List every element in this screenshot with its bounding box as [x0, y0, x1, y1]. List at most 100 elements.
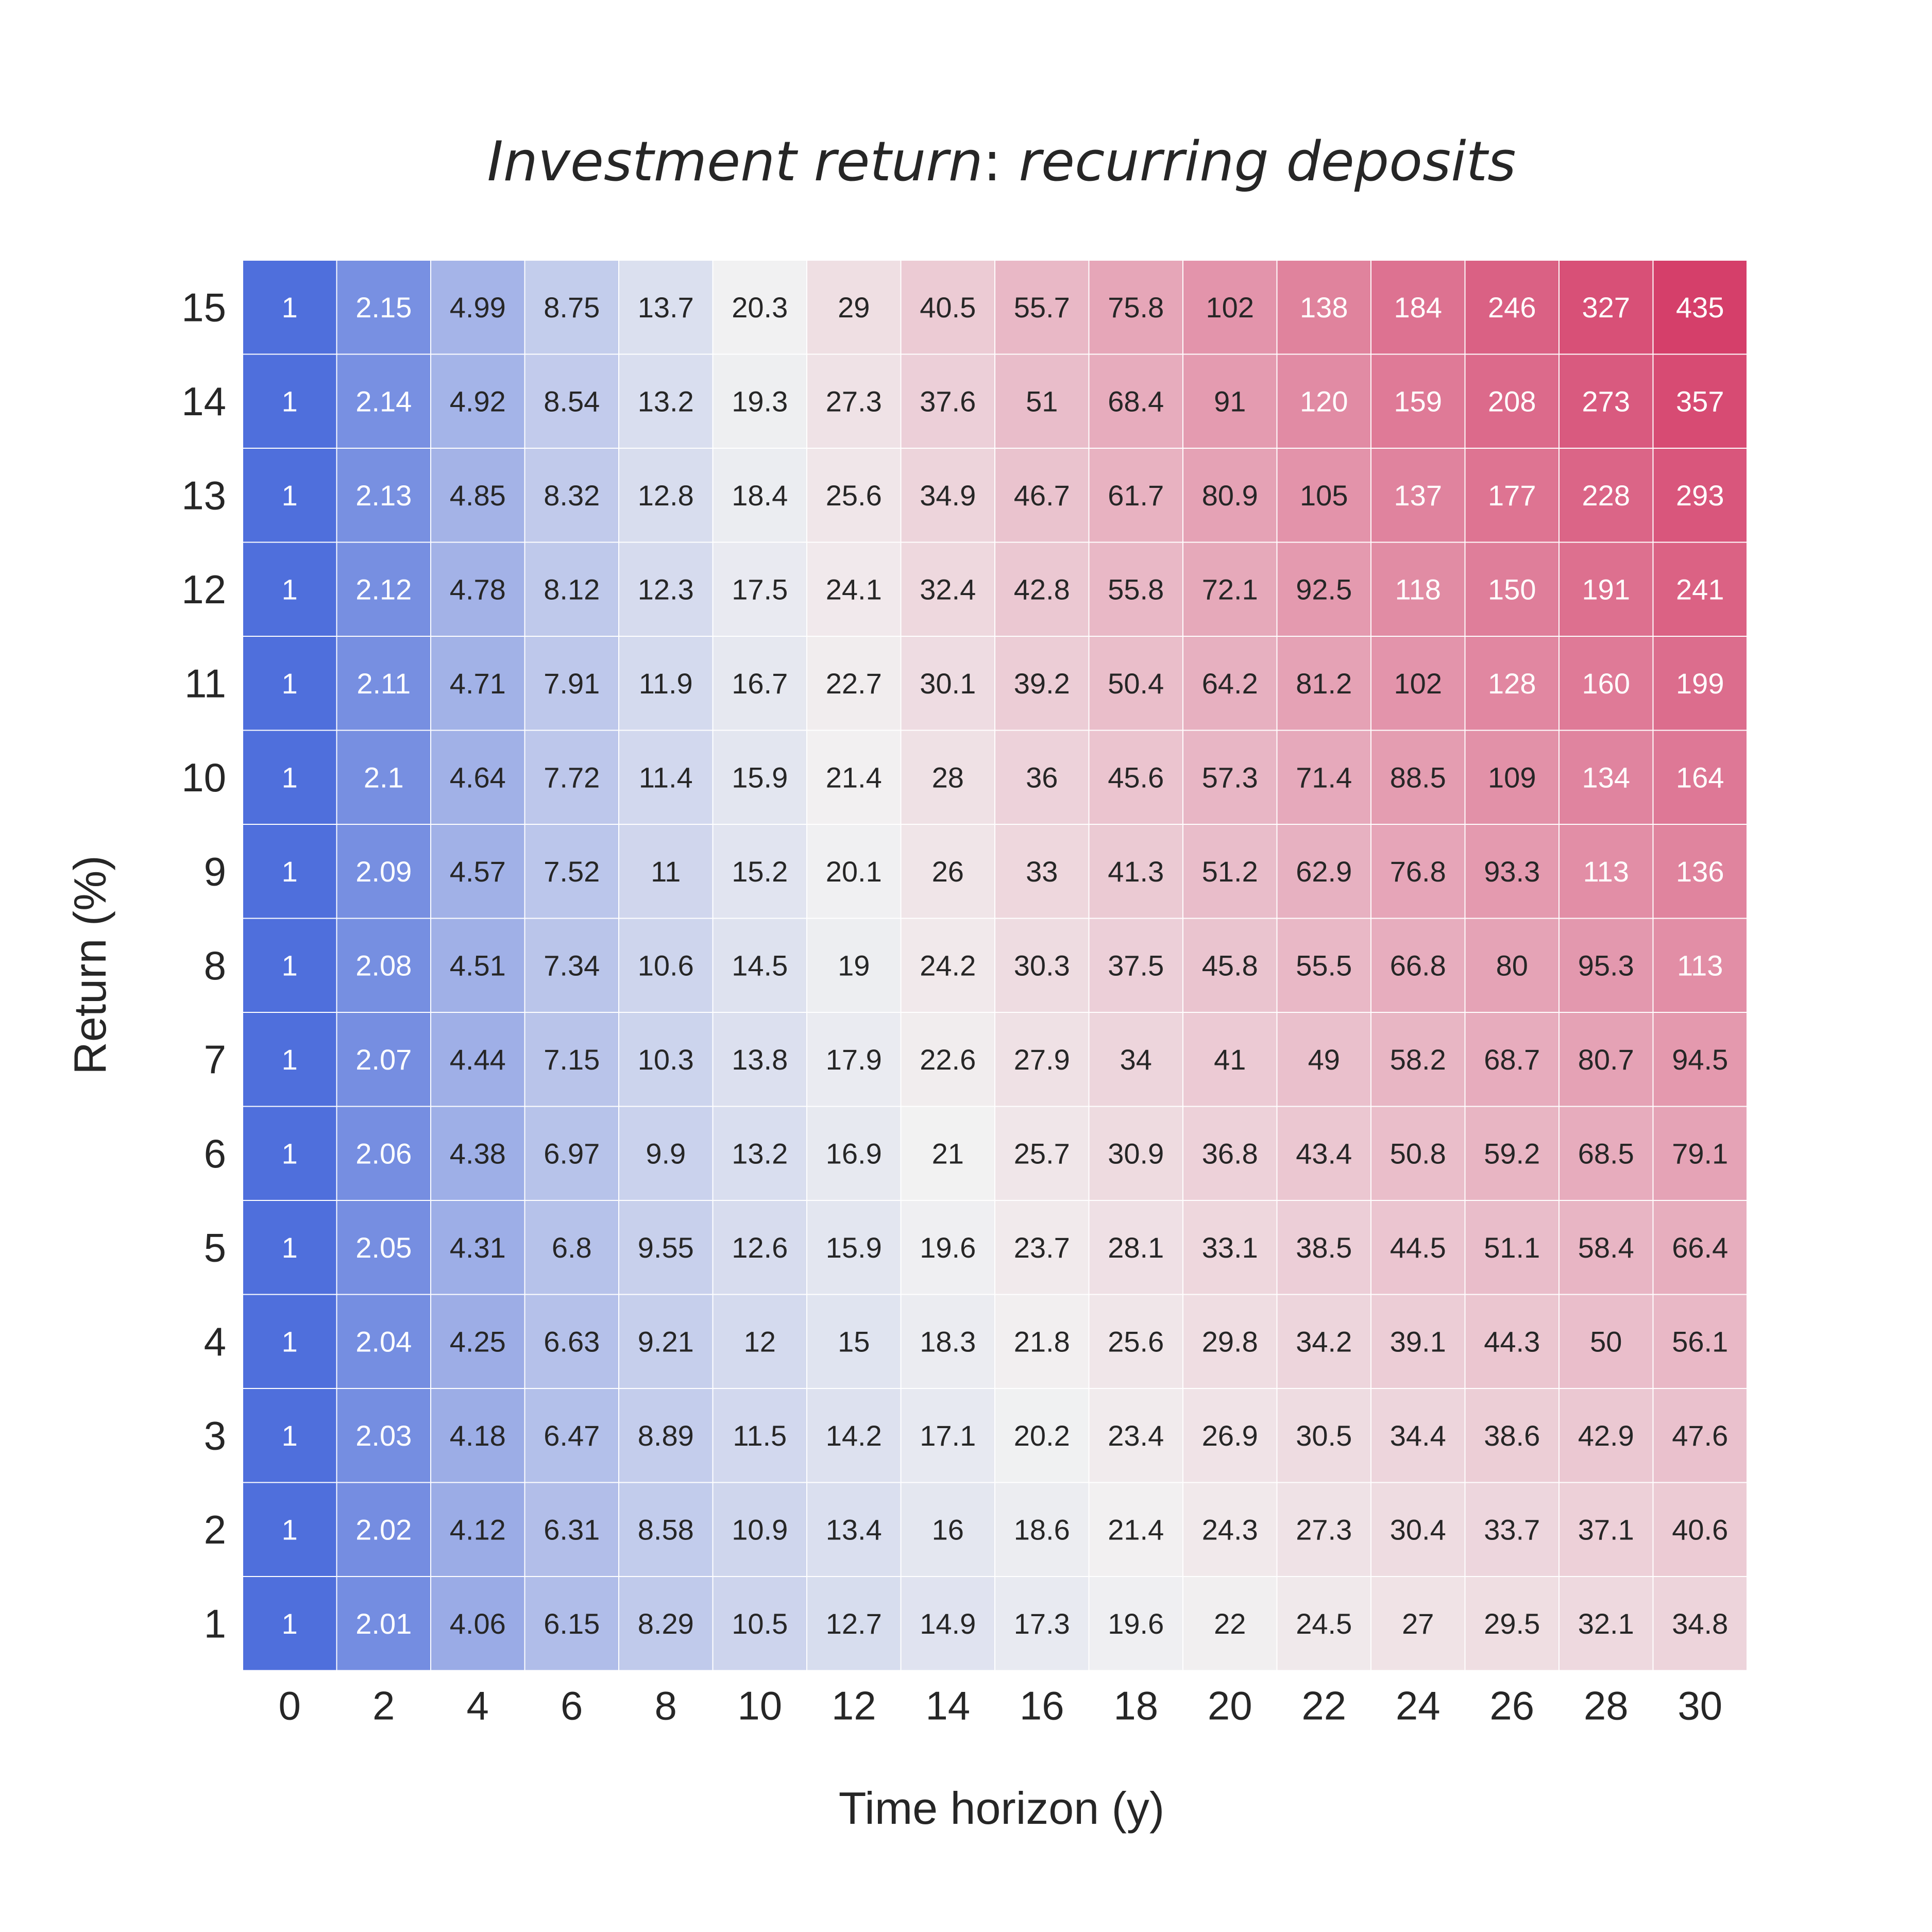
heatmap-cell-value: 42.8 — [1014, 573, 1070, 605]
heatmap-cell — [336, 353, 431, 449]
heatmap-cell-value: 25.6 — [826, 479, 882, 512]
heatmap-cell — [1088, 260, 1183, 355]
heatmap-cell — [712, 541, 807, 637]
heatmap-cell-value: 1 — [282, 291, 298, 324]
heatmap-cell — [1182, 824, 1278, 919]
heatmap-cell-value: 208 — [1488, 385, 1536, 417]
y-tick-label: 10 — [181, 755, 226, 800]
heatmap-cell-value: 21.4 — [826, 761, 882, 793]
heatmap-cell-value: 6.8 — [552, 1231, 592, 1264]
heatmap-cell — [242, 1388, 337, 1483]
heatmap-cell — [336, 541, 431, 637]
heatmap-cell — [242, 918, 337, 1013]
heatmap-cell-value: 9.55 — [638, 1231, 694, 1264]
heatmap-cell — [1652, 1388, 1748, 1483]
heatmap-cell — [430, 1106, 526, 1201]
heatmap-cell-value: 10.3 — [638, 1043, 694, 1076]
heatmap-cell-value: 2.06 — [355, 1137, 412, 1170]
heatmap-cell — [712, 448, 807, 543]
x-tick-label: 14 — [925, 1683, 970, 1728]
heatmap-cell — [1558, 260, 1654, 355]
heatmap-cell-value: 58.2 — [1390, 1043, 1446, 1076]
heatmap-cell-value: 42.9 — [1578, 1419, 1634, 1452]
y-tick-label: 8 — [204, 943, 226, 988]
heatmap-cell-value: 16.7 — [732, 667, 788, 700]
heatmap-cell — [618, 1576, 714, 1671]
heatmap-cell-value: 23.4 — [1108, 1419, 1164, 1452]
heatmap-cell — [900, 1482, 995, 1577]
heatmap-cell-value: 40.6 — [1672, 1513, 1728, 1546]
heatmap-cell — [1370, 1106, 1466, 1201]
heatmap-cell-value: 56.1 — [1672, 1325, 1728, 1358]
heatmap-cell — [524, 1482, 619, 1577]
heatmap-cell-value: 12.7 — [826, 1607, 882, 1640]
heatmap-cell — [712, 824, 807, 919]
heatmap-cell-value: 12.8 — [638, 479, 694, 512]
heatmap-cell-value: 15.9 — [826, 1231, 882, 1264]
heatmap-cell — [430, 448, 526, 543]
chart-title: Investment return: recurring deposits — [487, 130, 1516, 193]
heatmap-cells — [242, 260, 1748, 1671]
heatmap-cell — [900, 1576, 995, 1671]
heatmap-cell-value: 25.7 — [1014, 1137, 1070, 1170]
heatmap-cell — [524, 1012, 619, 1107]
heatmap-cell — [806, 353, 902, 449]
heatmap-cell — [1088, 1576, 1183, 1671]
heatmap-cell — [1182, 541, 1278, 637]
heatmap-cell-value: 4.57 — [450, 855, 506, 888]
heatmap-cell-value: 27.9 — [1014, 1043, 1070, 1076]
heatmap-cell — [430, 1576, 526, 1671]
heatmap-cell — [1088, 448, 1183, 543]
heatmap-cell-value: 1 — [282, 573, 298, 605]
heatmap-cell — [900, 1106, 995, 1201]
heatmap-cell-value: 4.78 — [450, 573, 506, 605]
heatmap-cell-value: 30.3 — [1014, 949, 1070, 981]
heatmap-cell-value: 34.9 — [920, 479, 976, 512]
heatmap-cell-value: 2.04 — [355, 1325, 412, 1358]
heatmap-cell — [618, 730, 714, 825]
heatmap-cell — [1088, 824, 1183, 919]
heatmap-cell-value: 61.7 — [1108, 479, 1164, 512]
heatmap-cell-value: 4.12 — [450, 1513, 506, 1546]
heatmap-cell-value: 30.5 — [1296, 1419, 1352, 1452]
heatmap-cell — [336, 1012, 431, 1107]
heatmap-cell-value: 2.08 — [355, 949, 412, 981]
heatmap-cell — [1276, 1388, 1371, 1483]
chart-title-suffix: recurring deposits — [1002, 130, 1516, 193]
heatmap-cell-value: 32.1 — [1578, 1607, 1634, 1640]
heatmap-cell — [1652, 918, 1748, 1013]
heatmap-cell-value: 37.5 — [1108, 949, 1164, 981]
heatmap-cell-value: 19.6 — [1108, 1607, 1164, 1640]
heatmap-cell-value: 94.5 — [1672, 1043, 1728, 1076]
heatmap-cell — [1182, 1482, 1278, 1577]
heatmap-cell-value: 21.8 — [1014, 1325, 1070, 1358]
heatmap-cell-value: 8.89 — [638, 1419, 694, 1452]
heatmap-cell-value: 1 — [282, 479, 298, 512]
x-tick-label: 12 — [832, 1683, 876, 1728]
heatmap-cell — [1558, 1012, 1654, 1107]
heatmap-cell — [242, 1294, 337, 1389]
heatmap-cell — [1558, 1200, 1654, 1295]
heatmap-cell-value: 2.1 — [364, 761, 404, 793]
heatmap-cell — [242, 1012, 337, 1107]
y-tick-label: 14 — [181, 379, 226, 424]
heatmap-cell-value: 26.9 — [1202, 1419, 1258, 1452]
heatmap-cell — [1182, 1294, 1278, 1389]
heatmap-cell-value: 4.64 — [450, 761, 506, 793]
heatmap-cell — [1276, 260, 1371, 355]
heatmap-cell-value: 10.6 — [638, 949, 694, 981]
y-tick-label: 7 — [204, 1037, 226, 1082]
heatmap-cell — [806, 1012, 902, 1107]
heatmap-cell-value: 2.12 — [355, 573, 412, 605]
heatmap-cell-value: 8.58 — [638, 1513, 694, 1546]
heatmap-cell-value: 80.7 — [1578, 1043, 1634, 1076]
heatmap-cell — [430, 1388, 526, 1483]
heatmap-cell-value: 38.6 — [1484, 1419, 1540, 1452]
heatmap-cell — [430, 1200, 526, 1295]
heatmap-cell-value: 50 — [1590, 1325, 1622, 1358]
heatmap-cell-value: 23.7 — [1014, 1231, 1070, 1264]
heatmap-cell-value: 36 — [1026, 761, 1058, 793]
y-tick-label: 13 — [181, 472, 226, 518]
heatmap-cell — [1370, 260, 1466, 355]
heatmap-cell — [1182, 636, 1278, 731]
